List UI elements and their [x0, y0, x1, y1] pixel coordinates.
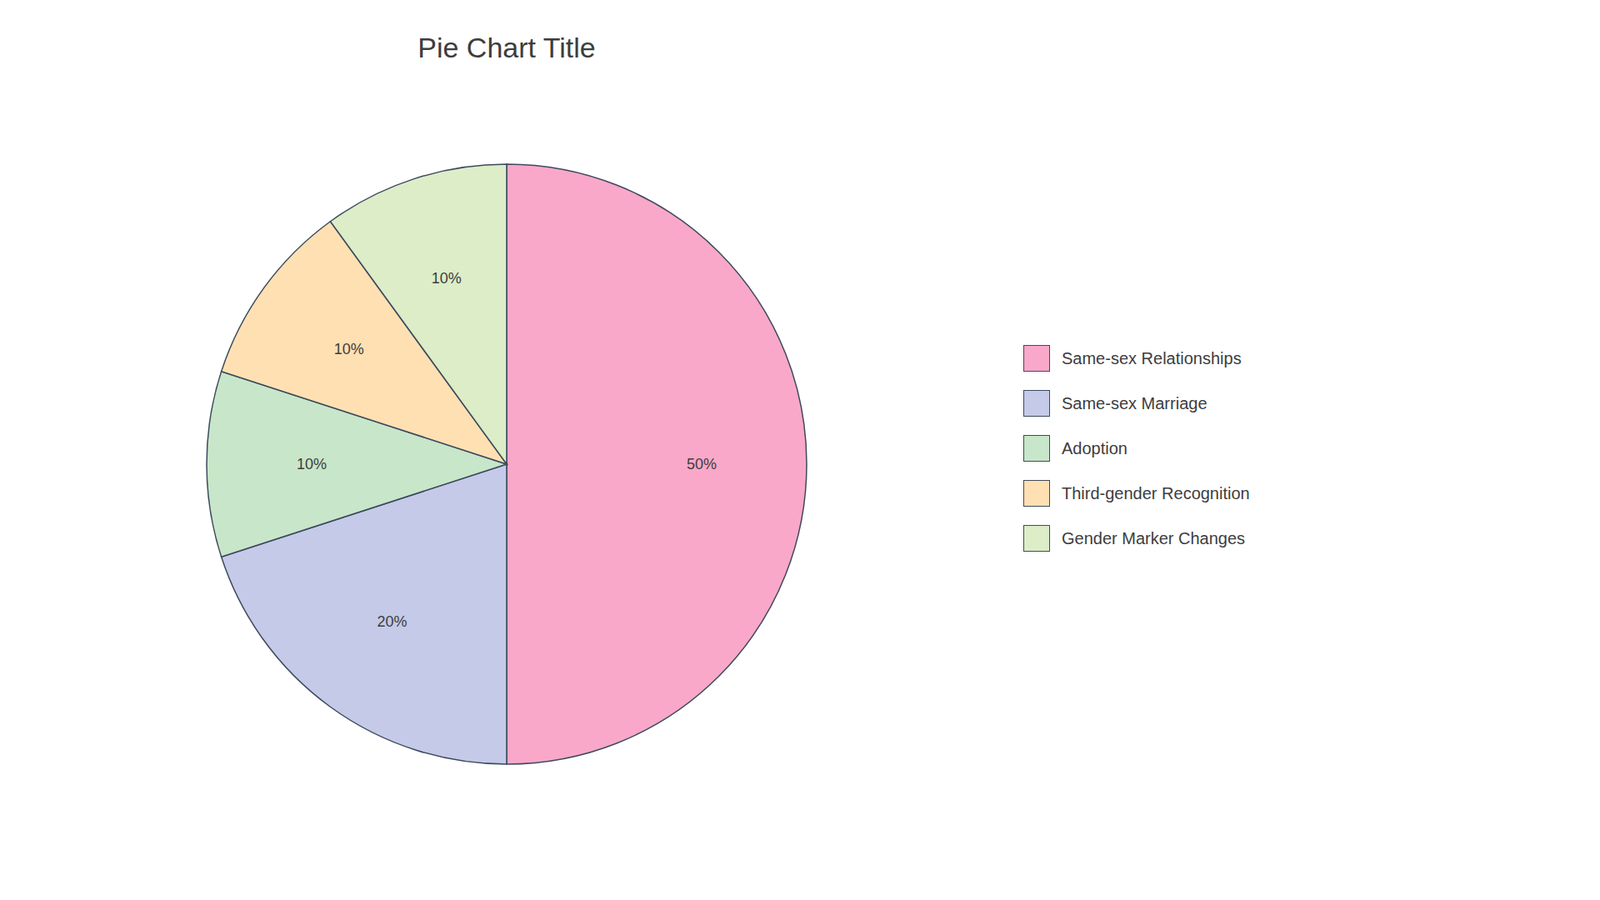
- svg-text:20%: 20%: [376, 613, 407, 630]
- html-text:Third-gender Recognition: Third-gender Recognition: [1061, 483, 1250, 503]
- html-text:Adoption: Adoption: [1061, 438, 1128, 458]
- svg-text:10%: 10%: [431, 270, 462, 287]
- svg-text:10%: 10%: [334, 340, 365, 358]
- html-text:Same-sex Marriage: Same-sex Marriage: [1061, 393, 1208, 413]
- html-text:Pie Chart Title: Pie Chart Title: [417, 31, 596, 64]
- html-text:Gender Marker Changes: Gender Marker Changes: [1061, 528, 1246, 548]
- html-text:Same-sex Relationships: Same-sex Relationships: [1061, 348, 1242, 368]
- svg-text:10%: 10%: [296, 455, 327, 473]
- svg-text:50%: 50%: [686, 455, 717, 473]
